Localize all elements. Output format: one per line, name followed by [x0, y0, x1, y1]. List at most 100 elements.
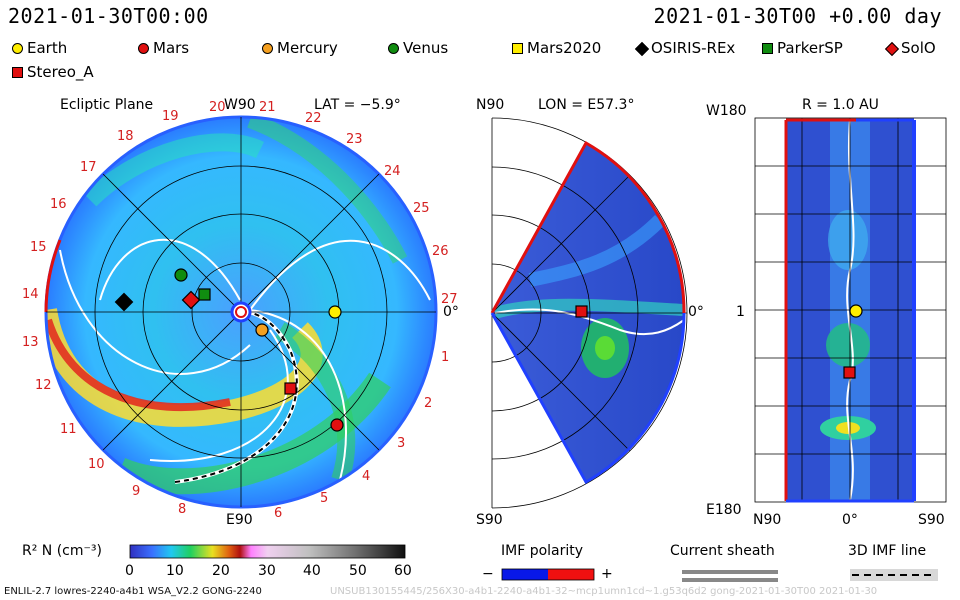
meridional-right-label: 0° [688, 304, 704, 320]
tick-label: 18 [117, 129, 134, 144]
tick-label: 14 [22, 287, 39, 302]
legend-item-venus: Venus [388, 40, 448, 56]
mars2020-marker-icon [512, 43, 523, 54]
legend-label: Mars2020 [527, 39, 602, 57]
radial-x-label-s90: S90 [918, 512, 945, 528]
imf-minus-swatch [502, 569, 548, 580]
legend-label: SolO [901, 39, 936, 57]
tick-label: 1 [441, 350, 449, 365]
legend-label: ParkerSP [777, 39, 843, 57]
radial-plot [754, 117, 947, 503]
mercury-marker [255, 323, 269, 337]
meridional-bottom-label: S90 [476, 512, 503, 528]
tick-label: 21 [259, 100, 276, 115]
legend-item-earth: Earth [12, 40, 67, 56]
venus-marker [174, 268, 188, 282]
radial-mid-label: 1 [736, 304, 745, 320]
radial-top-left-label: W180 [706, 103, 747, 119]
colorbar-tick: 40 [303, 563, 321, 579]
legend-item-mercury: Mercury [262, 40, 338, 56]
venus-marker-icon [388, 43, 399, 54]
legend-label: Mars [153, 39, 190, 57]
tick-label: 5 [320, 491, 328, 506]
footer-model-info: ENLIL-2.7 lowres-2240-a4b1 WSA_V2.2 GONG… [4, 586, 262, 597]
colorbar-tick: 50 [349, 563, 367, 579]
legend-item-mars2020: Mars2020 [512, 40, 601, 56]
radial-bottom-left-label: E180 [706, 502, 742, 518]
tick-label: 4 [362, 469, 370, 484]
legend-item-stereo-a: Stereo_A [12, 64, 94, 80]
legend-label: OSIRIS-REx [651, 39, 736, 57]
ecliptic-lat-label: LAT = −5.9° [314, 97, 401, 113]
legend-label: Stereo_A [27, 63, 94, 81]
left-timestamp: 2021-01-30T00:00 [8, 4, 209, 28]
tick-label: 22 [305, 111, 322, 126]
tick-label: 25 [413, 201, 430, 216]
radial-x-label-0: 0° [842, 512, 858, 528]
tick-label: 12 [35, 378, 52, 393]
legend-item-mars: Mars [138, 40, 189, 56]
colorbar-tick: 30 [258, 563, 276, 579]
colorbar-tick: 20 [212, 563, 230, 579]
solo-marker [181, 290, 201, 310]
ecliptic-top-label: W90 [224, 97, 256, 113]
tick-label: 6 [274, 506, 282, 521]
tick-label: 27 [441, 292, 458, 307]
mars-marker [330, 418, 344, 432]
legend-label: Mercury [277, 39, 338, 57]
tick-label: 17 [80, 160, 97, 175]
right-timestamp: 2021-01-30T00 +0.00 day [653, 4, 942, 28]
tick-label: 11 [60, 422, 77, 437]
tick-label: 13 [22, 335, 39, 350]
earth-marker-icon [12, 43, 23, 54]
tick-label: 26 [432, 244, 449, 259]
imf-polarity-minus: − [482, 566, 494, 582]
colorbar-tick: 60 [394, 563, 412, 579]
imf-polarity-plus: + [601, 566, 613, 582]
parkersp-marker-icon [762, 43, 773, 54]
colorbar-tick: 0 [125, 563, 134, 579]
legend-item-solo: SolO [884, 39, 936, 57]
tick-label: 8 [178, 502, 186, 517]
tick-label: 23 [346, 132, 363, 147]
current-sheath-swatch [682, 570, 778, 574]
stereo-a-marker [284, 382, 297, 395]
ecliptic-plot [44, 115, 438, 509]
tick-label: 10 [88, 457, 105, 472]
stereo-a-marker-radial [843, 366, 856, 379]
tick-label: 16 [50, 197, 67, 212]
parkersp-marker [198, 288, 211, 301]
legend-item-osiris-rex: OSIRIS-REx [634, 39, 736, 57]
colorbar-label: R² N (cm⁻³) [22, 543, 102, 559]
footer-run-id: UNSUB130155445/256X30-a4b1-2240-a4b1-32~… [330, 586, 878, 597]
earth-marker-radial [849, 304, 863, 318]
tick-label: 20 [209, 100, 226, 115]
stereo-a-marker-meridional [575, 305, 588, 318]
tick-label: 9 [132, 484, 140, 499]
meridional-plot [490, 117, 688, 509]
current-sheath-title: Current sheath [670, 543, 775, 559]
tick-label: 19 [162, 109, 179, 124]
tick-label: 15 [30, 240, 47, 255]
mercury-marker-icon [262, 43, 273, 54]
imf-plus-swatch [548, 569, 594, 580]
meridional-lon-label: LON = E57.3° [538, 97, 635, 113]
osiris-rex-marker [114, 292, 134, 312]
mars-marker-icon [138, 43, 149, 54]
colorbar-tick: 10 [166, 563, 184, 579]
ecliptic-right-label: 0° [443, 304, 459, 320]
radial-x-label-n90: N90 [753, 512, 782, 528]
ecliptic-bottom-label: E90 [226, 512, 253, 528]
tick-label: 3 [397, 436, 405, 451]
meridional-top-label: N90 [476, 97, 505, 113]
legend-label: Earth [27, 39, 68, 57]
density-colorbar [129, 544, 406, 559]
stereo-a-marker-icon [12, 67, 23, 78]
legend-item-parkersp: ParkerSP [762, 40, 843, 56]
legend-label: Venus [403, 39, 449, 57]
ecliptic-title: Ecliptic Plane [60, 97, 154, 113]
radial-title: R = 1.0 AU [802, 97, 879, 113]
tick-label: 2 [424, 396, 432, 411]
tick-label: 24 [384, 164, 401, 179]
